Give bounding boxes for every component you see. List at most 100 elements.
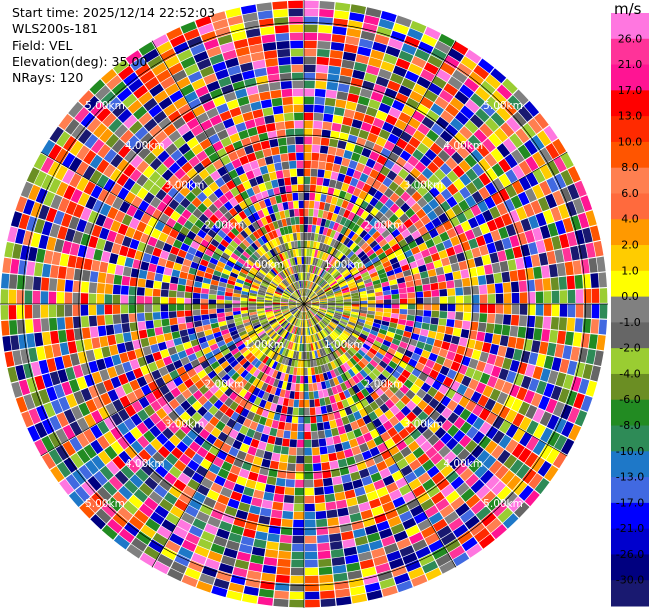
velocity-gate xyxy=(448,517,464,532)
velocity-gate xyxy=(319,348,324,357)
velocity-gate xyxy=(244,324,253,330)
velocity-gate xyxy=(373,377,383,387)
velocity-gate xyxy=(254,360,262,369)
velocity-gate xyxy=(134,509,149,524)
velocity-gate xyxy=(256,308,265,312)
velocity-gate xyxy=(248,375,257,384)
velocity-gate xyxy=(217,229,227,239)
velocity-gate xyxy=(327,412,335,421)
velocity-gate xyxy=(10,258,20,274)
velocity-gate xyxy=(326,81,339,91)
velocity-gate xyxy=(341,530,354,541)
velocity-gate xyxy=(80,362,91,376)
velocity-gate xyxy=(306,311,311,319)
velocity-gate xyxy=(203,390,214,400)
velocity-gate xyxy=(118,373,129,386)
velocity-gate xyxy=(318,310,326,315)
velocity-gate xyxy=(498,405,511,419)
velocity-gate xyxy=(342,291,351,296)
velocity-gate xyxy=(542,278,551,291)
velocity-gate xyxy=(216,103,229,114)
velocity-gate xyxy=(146,138,159,152)
velocity-gate xyxy=(160,297,169,304)
velocity-gate xyxy=(423,290,432,298)
velocity-gate xyxy=(359,88,373,99)
velocity-gate xyxy=(67,255,77,268)
velocity-gate xyxy=(590,273,599,288)
velocity-gate xyxy=(364,483,376,494)
velocity-gate xyxy=(369,151,380,162)
velocity-gate xyxy=(560,169,574,186)
velocity-gate xyxy=(217,34,233,46)
velocity-gate xyxy=(289,249,294,258)
velocity-gate xyxy=(554,249,564,263)
velocity-gate xyxy=(197,180,208,191)
velocity-gate xyxy=(223,201,234,211)
velocity-gate xyxy=(212,140,224,152)
velocity-gate xyxy=(387,80,401,92)
velocity-gate xyxy=(260,226,268,235)
velocity-gate xyxy=(330,332,338,340)
velocity-gate xyxy=(269,171,277,181)
velocity-gate xyxy=(264,50,278,60)
velocity-gate xyxy=(347,368,356,378)
velocity-gate xyxy=(219,277,228,284)
velocity-gate xyxy=(298,407,304,416)
velocity-gate xyxy=(242,349,251,358)
velocity-gate xyxy=(291,342,296,351)
velocity-gate xyxy=(275,354,282,362)
velocity-gate xyxy=(330,196,338,205)
velocity-gate xyxy=(319,305,328,308)
velocity-gate xyxy=(291,326,296,334)
velocity-gate xyxy=(464,154,478,168)
velocity-gate xyxy=(224,407,235,418)
velocity-gate xyxy=(103,379,114,392)
velocity-gate xyxy=(246,428,256,438)
velocity-gate xyxy=(97,325,107,337)
velocity-gate xyxy=(388,463,400,475)
velocity-gate xyxy=(374,513,387,524)
velocity-gate xyxy=(283,321,289,329)
velocity-gate xyxy=(377,332,386,340)
colorbar-tick-label: -13.0 xyxy=(616,471,644,484)
velocity-gate xyxy=(483,232,494,244)
velocity-gate xyxy=(448,138,462,151)
velocity-gate xyxy=(423,404,435,416)
velocity-gate xyxy=(422,560,439,574)
velocity-gate xyxy=(192,208,203,219)
velocity-gate xyxy=(327,517,339,527)
velocity-gate xyxy=(304,256,307,264)
velocity-gate xyxy=(297,264,301,273)
velocity-gate xyxy=(178,492,192,505)
velocity-gate xyxy=(221,252,230,260)
velocity-gate xyxy=(527,291,536,304)
velocity-gate xyxy=(173,337,183,346)
velocity-gate xyxy=(233,264,242,272)
velocity-gate xyxy=(221,84,234,95)
velocity-gate xyxy=(259,257,267,265)
velocity-gate xyxy=(145,320,154,329)
velocity-gate xyxy=(411,191,423,202)
velocity-gate xyxy=(485,412,498,425)
velocity-gate xyxy=(278,550,291,559)
velocity-gate xyxy=(245,363,254,372)
velocity-gate xyxy=(319,307,327,310)
velocity-gate xyxy=(332,26,347,36)
velocity-gate xyxy=(520,218,532,232)
velocity-gate xyxy=(42,263,51,278)
velocity-gate xyxy=(199,384,209,395)
velocity-gate xyxy=(213,270,222,277)
velocity-gate xyxy=(479,304,488,313)
velocity-gate xyxy=(265,310,274,315)
velocity-gate xyxy=(388,181,399,192)
velocity-gate xyxy=(311,283,316,291)
velocity-gate xyxy=(104,283,113,294)
velocity-gate xyxy=(423,255,433,264)
velocity-gate xyxy=(316,382,323,391)
velocity-gate xyxy=(310,359,314,367)
velocity-gate xyxy=(344,273,352,280)
velocity-gate xyxy=(417,197,428,208)
velocity-gate xyxy=(210,509,224,520)
velocity-gate xyxy=(498,226,509,239)
velocity-gate xyxy=(288,304,296,306)
